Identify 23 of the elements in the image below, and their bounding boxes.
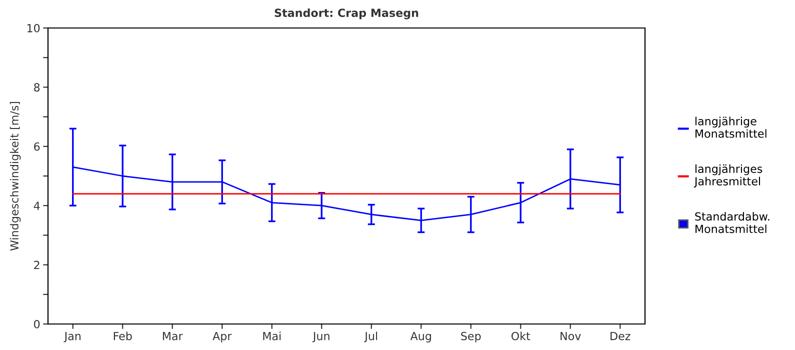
x-tick-label: Sep bbox=[461, 332, 481, 342]
y-tick-label: 8 bbox=[34, 83, 40, 92]
x-tick-label: Jul bbox=[364, 332, 378, 342]
text: Standardabw. Monatsmittel bbox=[695, 212, 770, 234]
legend-label: langjähriges Jahresmittel bbox=[694, 164, 762, 188]
y-tick-label: 2 bbox=[34, 260, 40, 270]
x-tick-label: Feb bbox=[114, 332, 132, 340]
y-axis-title: Windgeschwindigkeit [m/s] bbox=[10, 102, 21, 251]
x-tick-label: Aug bbox=[410, 332, 431, 342]
x-tick-label: Nov bbox=[560, 332, 581, 340]
x-tick-label: Mar bbox=[162, 332, 183, 340]
y-tick-label: 10 bbox=[27, 24, 40, 32]
chart-title: Standort: Crap Masegn bbox=[274, 8, 418, 20]
x-tick-label: Mai bbox=[263, 332, 281, 340]
x-tick-label: Okt bbox=[511, 332, 530, 340]
x-tick-label: Dez bbox=[610, 332, 630, 340]
y-tick-label: 6 bbox=[34, 142, 40, 151]
x-tick-label: Jun bbox=[312, 332, 330, 342]
legend-label: langjährige Monatsmittel bbox=[695, 116, 766, 138]
x-tick-label: Jan bbox=[64, 332, 80, 342]
y-tick-label: 4 bbox=[34, 202, 40, 210]
y-tick-label: 0 bbox=[34, 320, 40, 328]
x-tick-label: Apr bbox=[212, 332, 232, 342]
